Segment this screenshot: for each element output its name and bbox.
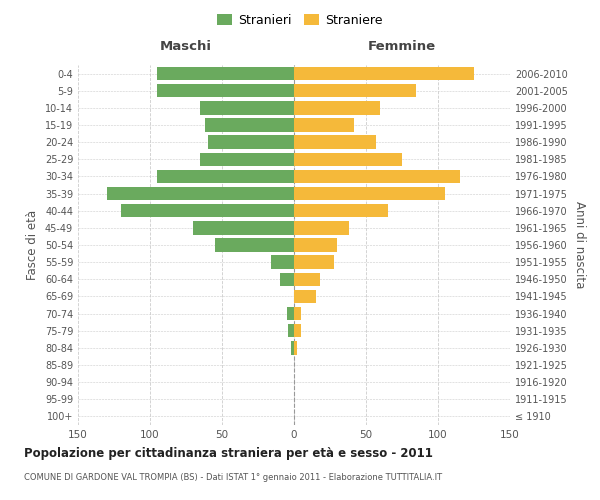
Y-axis label: Fasce di età: Fasce di età [26, 210, 39, 280]
Bar [294, 290, 316, 303]
Bar [121, 204, 294, 218]
Bar [294, 341, 297, 354]
Bar [294, 152, 402, 166]
Bar [193, 221, 294, 234]
Bar [294, 238, 337, 252]
Bar [157, 170, 294, 183]
Bar [294, 170, 460, 183]
Bar [294, 101, 380, 114]
Bar [291, 341, 294, 354]
Text: Femmine: Femmine [368, 40, 436, 53]
Bar [200, 101, 294, 114]
Legend: Stranieri, Straniere: Stranieri, Straniere [212, 8, 388, 32]
Bar [294, 118, 355, 132]
Y-axis label: Anni di nascita: Anni di nascita [573, 202, 586, 288]
Bar [294, 84, 416, 98]
Text: COMUNE DI GARDONE VAL TROMPIA (BS) - Dati ISTAT 1° gennaio 2011 - Elaborazione T: COMUNE DI GARDONE VAL TROMPIA (BS) - Dat… [24, 472, 442, 482]
Bar [271, 256, 294, 269]
Bar [157, 84, 294, 98]
Bar [280, 272, 294, 286]
Text: Popolazione per cittadinanza straniera per età e sesso - 2011: Popolazione per cittadinanza straniera p… [24, 448, 433, 460]
Bar [294, 187, 445, 200]
Bar [294, 136, 376, 149]
Bar [294, 307, 301, 320]
Bar [294, 324, 301, 338]
Bar [200, 152, 294, 166]
Bar [294, 221, 349, 234]
Text: Maschi: Maschi [160, 40, 212, 53]
Bar [294, 256, 334, 269]
Bar [157, 67, 294, 80]
Bar [208, 136, 294, 149]
Bar [215, 238, 294, 252]
Bar [205, 118, 294, 132]
Bar [294, 204, 388, 218]
Bar [287, 307, 294, 320]
Bar [107, 187, 294, 200]
Bar [288, 324, 294, 338]
Bar [294, 67, 474, 80]
Bar [294, 272, 320, 286]
